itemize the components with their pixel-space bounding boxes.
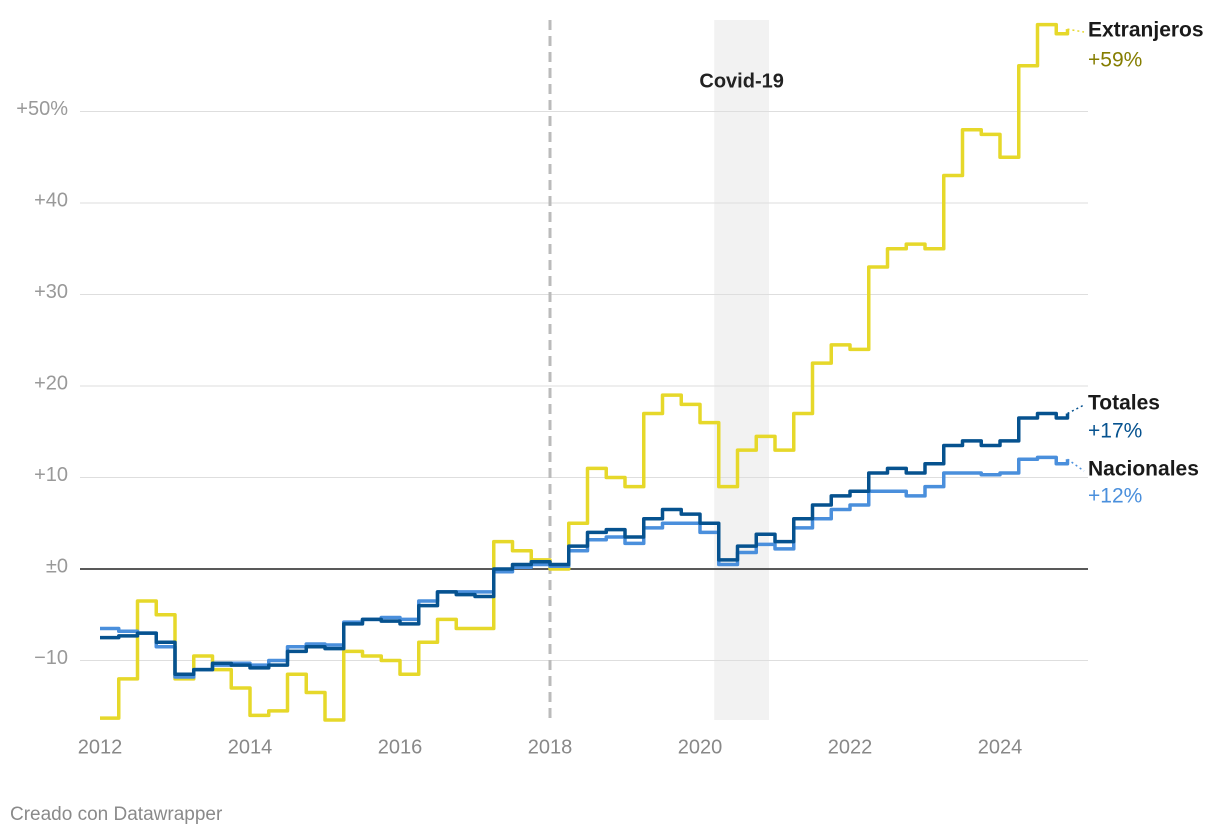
x-tick-label: 2020 — [678, 736, 723, 758]
y-tick-label: +20 — [34, 372, 68, 394]
series-line — [100, 22, 1070, 722]
series-label: Nacionales — [1088, 458, 1199, 481]
y-tick-label: +30 — [34, 281, 68, 303]
series-line — [100, 455, 1070, 679]
x-tick-label: 2014 — [228, 736, 273, 758]
series-label: Extranjeros — [1088, 19, 1204, 42]
x-tick-label: 2018 — [528, 736, 573, 758]
covid-shade — [714, 20, 769, 720]
y-tick-label: −10 — [34, 647, 68, 669]
leader-line — [1067, 458, 1085, 472]
x-tick-label: 2022 — [828, 736, 873, 758]
x-tick-label: 2012 — [78, 736, 123, 758]
x-tick-label: 2016 — [378, 736, 423, 758]
x-tick-label: 2024 — [978, 736, 1023, 758]
footer: Creado con Datawrapper — [10, 804, 223, 825]
shade-label: Covid-19 — [699, 70, 783, 92]
y-tick-label: ±0 — [46, 555, 68, 577]
series-line — [100, 411, 1070, 676]
y-tick-label: +40 — [34, 189, 68, 211]
series-value-label: +59% — [1088, 49, 1142, 72]
leader-line — [1067, 404, 1085, 415]
series-value-label: +12% — [1088, 485, 1142, 508]
series-value-label: +17% — [1088, 420, 1142, 443]
series-label: Totales — [1088, 392, 1160, 415]
y-tick-label: +10 — [34, 464, 68, 486]
leader-line — [1067, 28, 1085, 33]
y-tick-label: +50% — [16, 98, 68, 120]
